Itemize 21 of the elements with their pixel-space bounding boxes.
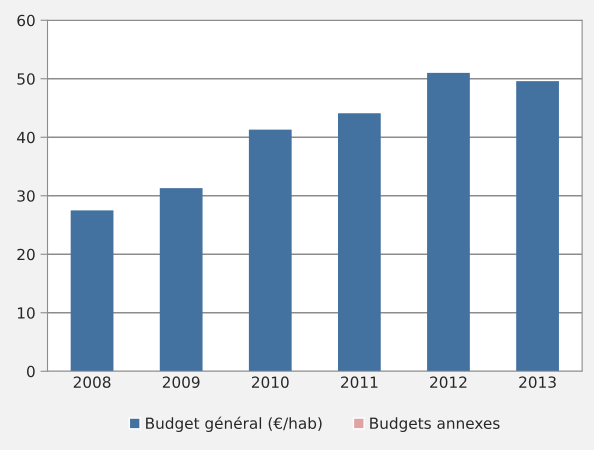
bar	[338, 113, 381, 372]
x-tick-label: 2010	[252, 376, 289, 388]
y-tick-label: 0	[27, 366, 35, 378]
legend-label: Budgets annexes	[370, 417, 500, 432]
legend-label: Budget général (€/hab)	[146, 416, 322, 432]
x-tick-label: 2009	[162, 376, 200, 388]
y-tick-label: 50	[17, 73, 35, 85]
bar	[248, 130, 292, 372]
y-tick-label: 40	[17, 132, 35, 144]
y-tick-label: 30	[17, 190, 35, 202]
bar	[160, 188, 203, 372]
y-tick-label: 60	[17, 14, 35, 26]
bar	[70, 210, 114, 372]
y-tick-label: 10	[18, 307, 35, 319]
bar	[516, 81, 559, 372]
x-tick-label: 2012	[430, 376, 466, 388]
x-tick-label: 2011	[341, 376, 378, 388]
x-tick-label: 2008	[74, 376, 110, 388]
x-tick-label: 2013	[519, 376, 556, 388]
bar	[427, 72, 470, 372]
y-tick-label: 20	[17, 248, 35, 260]
